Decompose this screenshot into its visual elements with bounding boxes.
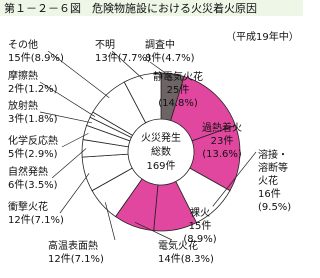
leader-line [134, 222, 173, 241]
value-label: 14件 [158, 253, 181, 265]
slice-name: 不明 [95, 39, 115, 51]
percent-label: (7.1%) [71, 254, 104, 265]
center-label: 火災発生 [141, 131, 181, 144]
value-label: 15件 [8, 52, 31, 64]
leader-line [212, 151, 257, 207]
leader-line [47, 50, 110, 99]
slice-name: 放射熱 [8, 99, 38, 112]
percent-label: (4.7%) [161, 53, 194, 64]
value-label: 6件 [8, 179, 24, 191]
note: （平成19年中） [226, 30, 299, 43]
slice-name: 溶接・溶断等火花 [258, 148, 288, 187]
percent-label: (7.1%) [31, 215, 64, 226]
value-label: 16件 [258, 188, 281, 200]
value-label: 3件 [8, 113, 24, 125]
percent-label: (13.6%) [202, 149, 242, 160]
center-label: 総数 [151, 145, 171, 158]
value-label: 13件 [95, 52, 118, 64]
percent-label: (8.3%) [181, 254, 214, 265]
slice-name: 自然発熱 [8, 165, 48, 178]
value-label: 8件 [145, 52, 161, 64]
leader-line [51, 148, 87, 179]
chart-title: 第１－２－６図 危険物施設における火災着火原因 [4, 1, 257, 15]
percent-label: (2.9%) [24, 149, 57, 160]
leader-line [61, 133, 89, 148]
percent-label: (3.5%) [24, 180, 57, 191]
percent-label: (1.2%) [24, 84, 57, 95]
value-label: 15件 [189, 220, 212, 232]
slice-name: 過熱着火 [202, 121, 242, 134]
percent-label: (1.8%) [24, 114, 57, 125]
slice-name: 静電気火花 [153, 70, 203, 83]
value-label: 5件 [8, 148, 24, 160]
slice-name: 衝撃火花 [8, 200, 48, 213]
percent-label: (9.5%) [258, 202, 291, 213]
title-bar [0, 0, 303, 16]
slice-name: 高温表面熱 [48, 239, 98, 252]
value-label: 12件 [8, 214, 31, 226]
slice-name: 化学反応熱 [8, 134, 58, 147]
leader-line [111, 50, 144, 80]
value-label: 2件 [8, 83, 24, 95]
value-label: 23件 [211, 135, 234, 147]
leader-line [59, 173, 90, 214]
percent-label: (14.8%) [158, 98, 198, 109]
leader-line [104, 202, 116, 241]
percent-label: (8.9%) [31, 53, 64, 64]
leader-line [149, 61, 173, 79]
leader-line [39, 111, 92, 124]
percent-label: (8.9%) [183, 234, 216, 245]
slice-name: 電気火花 [158, 239, 198, 252]
leader-line [39, 81, 96, 117]
slice-name: 調査中 [145, 38, 175, 51]
value-label: 25件 [167, 84, 190, 96]
slice [123, 72, 162, 124]
percent-label: (7.7%) [118, 53, 151, 64]
center-label: 169件 [146, 160, 175, 172]
value-label: 12件 [48, 253, 71, 265]
slice-name: その他 [8, 38, 38, 51]
slice-name: 摩擦熱 [8, 69, 38, 82]
slice-name: 裸火 [190, 206, 210, 219]
